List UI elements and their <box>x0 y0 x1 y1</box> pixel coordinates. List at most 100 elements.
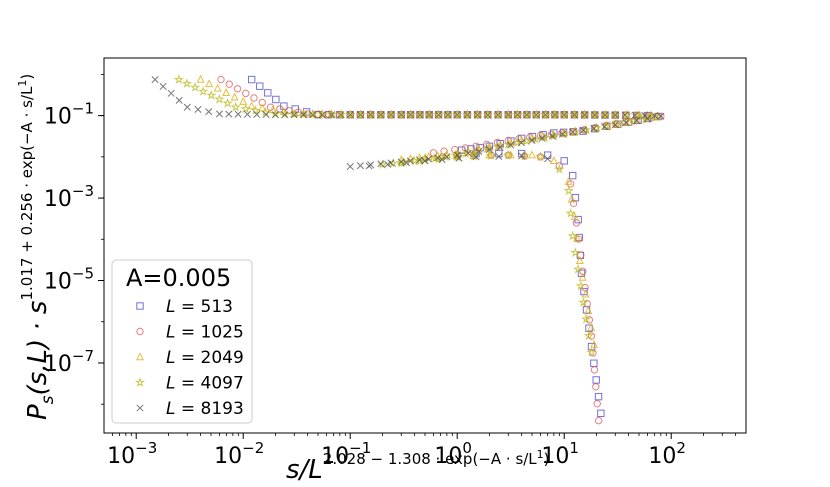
data-point <box>569 109 580 120</box>
data-point <box>580 124 591 135</box>
data-point <box>492 109 504 120</box>
legend-marker <box>135 352 145 361</box>
legend-marker <box>136 302 144 310</box>
data-point <box>327 109 336 118</box>
data-point <box>532 111 540 119</box>
data-point <box>214 93 225 104</box>
data-point <box>336 109 345 118</box>
legend-title: A=0.005 <box>126 264 231 292</box>
data-point <box>429 149 438 157</box>
data-point <box>442 109 454 120</box>
data-point <box>425 109 434 118</box>
data-point <box>578 272 587 281</box>
data-point <box>197 85 209 96</box>
data-point <box>288 108 300 119</box>
data-point <box>472 153 480 161</box>
data-point <box>183 103 191 111</box>
legend-marker <box>136 327 144 336</box>
data-point <box>601 111 609 119</box>
data-point <box>205 108 213 116</box>
x-tick-label: 101 <box>541 439 579 469</box>
data-point <box>189 82 201 92</box>
data-point <box>196 74 205 83</box>
data-point <box>443 153 451 161</box>
x-tick-label: 10−2 <box>214 439 264 469</box>
data-point <box>356 111 364 119</box>
data-point <box>610 118 621 129</box>
data-point <box>318 111 326 119</box>
data-point <box>583 330 595 341</box>
data-point <box>512 109 523 120</box>
data-point <box>622 119 630 127</box>
data-point <box>415 109 424 118</box>
data-point <box>463 109 472 118</box>
series-x <box>151 76 665 171</box>
data-point <box>555 162 564 170</box>
data-point <box>471 145 482 156</box>
data-point <box>581 289 590 298</box>
data-point <box>594 392 603 401</box>
y-tick-label: 10−7 <box>44 347 94 377</box>
data-point <box>435 111 443 119</box>
data-point <box>264 89 272 97</box>
data-point <box>590 339 599 348</box>
data-point <box>544 155 552 163</box>
data-point <box>580 110 589 119</box>
data-point <box>591 111 599 119</box>
data-point <box>247 75 256 84</box>
data-point <box>194 105 202 114</box>
data-point <box>356 162 364 170</box>
y-tick-label: 10−3 <box>44 182 94 212</box>
data-point <box>298 108 309 119</box>
data-point <box>175 96 183 104</box>
data-point <box>565 207 576 218</box>
data-point <box>559 109 570 120</box>
data-point <box>396 157 407 168</box>
data-point <box>631 111 639 119</box>
data-point <box>377 111 385 119</box>
data-point <box>601 123 609 131</box>
legend-item: L = 2049 <box>135 348 244 368</box>
data-point <box>527 150 537 159</box>
data-point <box>217 75 225 84</box>
data-point <box>514 111 522 119</box>
x-tick-label: 102 <box>648 439 686 469</box>
legend-box <box>111 259 253 424</box>
data-point <box>523 111 531 119</box>
data-point <box>414 155 426 166</box>
data-point <box>453 109 462 118</box>
data-point <box>230 92 239 101</box>
data-point <box>415 156 424 164</box>
data-point <box>239 96 248 105</box>
data-point <box>590 366 599 374</box>
data-point <box>205 79 214 88</box>
data-point <box>494 111 502 119</box>
data-point <box>396 109 407 120</box>
data-point <box>567 230 578 241</box>
data-point <box>433 153 444 164</box>
data-point <box>242 89 250 98</box>
x-axis: 10−3 10−2 10−1 100 101 102 <box>107 433 737 469</box>
legend-label: L = 4097 <box>166 374 244 394</box>
data-point <box>455 154 463 162</box>
data-point <box>247 101 256 110</box>
data-point <box>434 109 443 118</box>
data-point <box>575 256 584 265</box>
data-point <box>473 109 482 118</box>
x-tick-label: 100 <box>434 439 472 469</box>
data-point <box>568 171 577 180</box>
data-point <box>548 132 556 140</box>
data-point <box>560 111 568 119</box>
data-point <box>346 109 355 118</box>
data-point <box>569 126 581 137</box>
data-point <box>483 109 492 118</box>
data-point <box>444 111 452 119</box>
data-point <box>643 114 652 123</box>
data-point <box>621 111 629 119</box>
data-point <box>290 111 298 119</box>
data-point <box>233 85 242 93</box>
data-point <box>464 149 472 157</box>
data-point <box>628 115 640 126</box>
data-point <box>316 108 328 119</box>
data-point <box>494 109 503 118</box>
